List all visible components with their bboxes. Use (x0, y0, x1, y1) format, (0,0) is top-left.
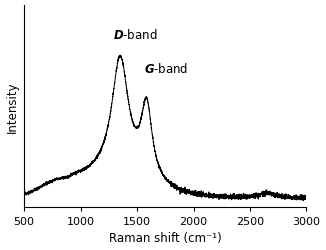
Text: $\bfit{D}$-band: $\bfit{D}$-band (113, 28, 158, 42)
X-axis label: Raman shift (cm⁻¹): Raman shift (cm⁻¹) (109, 232, 222, 244)
Text: $\bfit{G}$-band: $\bfit{G}$-band (144, 62, 188, 76)
Y-axis label: Intensity: Intensity (6, 80, 19, 132)
